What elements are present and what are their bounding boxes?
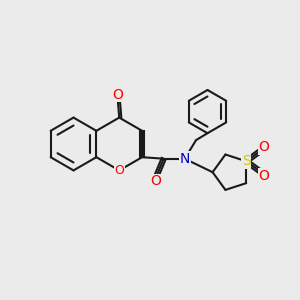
Text: N: N: [179, 152, 190, 166]
Text: O: O: [259, 169, 269, 183]
Text: O: O: [112, 88, 123, 102]
Text: O: O: [150, 174, 161, 188]
Text: O: O: [114, 164, 124, 177]
Text: O: O: [259, 140, 269, 154]
Text: S: S: [242, 154, 250, 168]
